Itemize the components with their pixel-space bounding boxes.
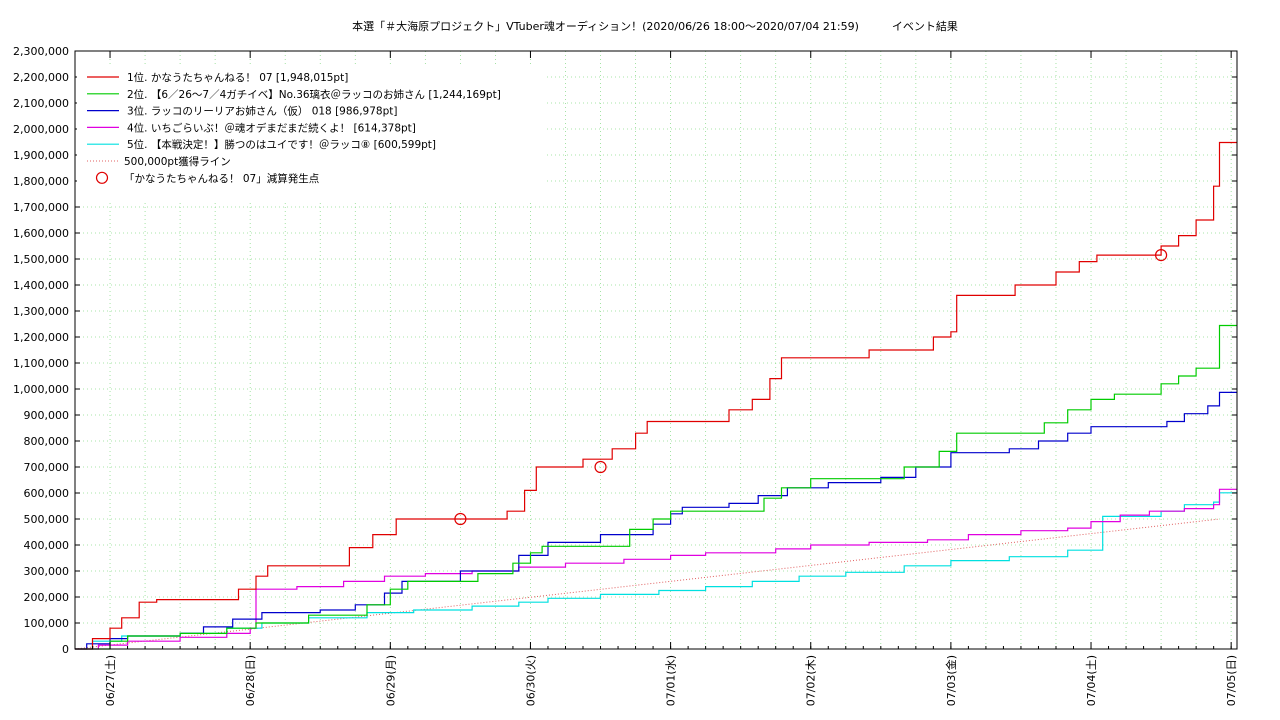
y-tick-label: 1,900,000	[13, 149, 69, 162]
y-tick-label: 300,000	[24, 565, 70, 578]
y-tick-label: 600,000	[24, 487, 70, 500]
series-line-1	[75, 141, 1237, 650]
y-tick-label: 1,800,000	[13, 175, 69, 188]
series-line-3	[75, 391, 1237, 650]
y-tick-label: 2,000,000	[13, 123, 69, 136]
legend-swatch-marker	[95, 171, 109, 184]
x-tick-label: 07/03(金)	[944, 655, 958, 706]
y-tick-label: 1,400,000	[13, 279, 69, 292]
marker-layer	[454, 249, 1168, 526]
y-axis: 0 100,000 200,000 300,000 400,000 500,000 600,…	[13, 45, 1237, 656]
legend-label: 3位. ラッコのリーリアお姉さん（仮） 018 [986,978pt]	[127, 105, 397, 118]
y-tick-label: 800,000	[24, 435, 70, 448]
y-tick-label: 1,700,000	[13, 201, 69, 214]
x-tick-label: 06/28(日)	[244, 655, 257, 706]
y-tick-label: 0	[62, 643, 69, 656]
series-line-5	[75, 492, 1237, 650]
legend-background	[77, 64, 547, 200]
y-tick-label: 500,000	[24, 513, 70, 526]
legend-label: 4位. いちごらいぶ！＠魂オデまだまだ続くよ！ [614,378pt]	[127, 121, 416, 134]
legend-label: 500,000pt獲得ライン	[124, 155, 231, 168]
x-tick-label: 07/04(土)	[1085, 655, 1098, 706]
y-tick-label: 1,300,000	[13, 305, 69, 318]
series-line-4	[75, 488, 1237, 650]
legend: 1位. かなうたちゃんねる！ 07 [1,948,015pt] 2位. 【6／26…	[77, 64, 547, 200]
y-tick-label: 900,000	[24, 409, 70, 422]
series-line-2	[75, 324, 1237, 650]
y-tick-label: 100,000	[24, 617, 70, 630]
x-tick-label: 07/02(木)	[805, 655, 818, 706]
x-tick-label: 06/29(月)	[384, 655, 397, 706]
y-tick-label: 200,000	[24, 591, 70, 604]
reduction-marker	[1154, 249, 1168, 262]
legend-label: 5位. 【本戦決定！】勝つのはユイです！＠ラッコ⑧ [600,599pt]	[127, 138, 436, 151]
series-layer	[75, 141, 1237, 650]
reference-line	[74, 518, 1220, 650]
y-tick-label: 700,000	[24, 461, 70, 474]
y-tick-label: 400,000	[24, 539, 70, 552]
y-tick-label: 1,000,000	[13, 383, 69, 396]
x-tick-label: 07/05(日)	[1225, 655, 1238, 706]
y-tick-label: 2,100,000	[13, 97, 69, 110]
x-tick-label: 07/01(水)	[665, 655, 678, 706]
legend-label: 1位. かなうたちゃんねる！ 07 [1,948,015pt]	[127, 71, 348, 84]
y-tick-label: 1,600,000	[13, 227, 69, 240]
legend-label: 2位. 【6／26〜7／4ガチイベ】No.36璃衣＠ラッコのお姉さん [1,24…	[127, 88, 501, 101]
chart-title: 本選「＃大海原プロジェクト」VTuber魂オーディション！(2020/06/26…	[352, 20, 958, 33]
y-tick-label: 2,200,000	[13, 71, 69, 84]
y-tick-label: 1,500,000	[13, 253, 69, 266]
y-tick-label: 1,100,000	[13, 357, 69, 370]
reference-line-layer	[74, 518, 1220, 650]
y-tick-label: 2,300,000	[13, 45, 69, 58]
plot-frame	[74, 50, 1238, 650]
reduction-marker	[594, 460, 607, 474]
x-tick-label: 06/30(火)	[524, 655, 537, 706]
reduction-marker	[454, 512, 467, 526]
legend-label: 「かなうたちゃんねる！ 07」減算発生点	[124, 172, 319, 185]
y-tick-label: 1,200,000	[13, 331, 69, 344]
x-tick-label: 06/27(土)	[104, 655, 117, 706]
x-axis: 06/27(土) 06/28(日) 06/29(月) 06/30(火) 07/01(水)…	[92, 51, 1238, 706]
